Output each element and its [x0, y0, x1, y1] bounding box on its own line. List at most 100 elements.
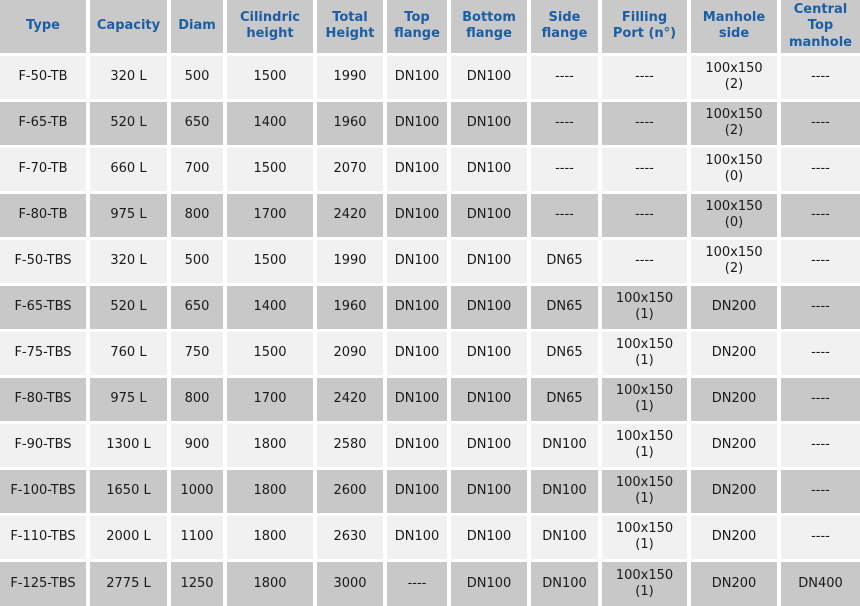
table-cell-manhole-side: DN200: [691, 377, 781, 424]
table-cell-capacity: 760 L: [90, 331, 171, 378]
table-cell-total-height: 2580: [317, 423, 387, 470]
table-cell-bottom-flange: DN100: [451, 331, 531, 378]
table-cell-type: F-65-TB: [0, 101, 90, 148]
table-cell-top-flange: DN100: [387, 423, 451, 470]
table-cell-side-flange: DN65: [531, 331, 602, 378]
table-cell-central-top-manhole: ----: [781, 515, 860, 562]
column-header-manhole-side: Manhole side: [691, 0, 781, 56]
table-cell-side-flange: DN65: [531, 285, 602, 332]
column-header-capacity: Capacity: [90, 0, 171, 56]
table-row: F-75-TBS 760 L 750 1500 2090 DN100 DN100 DN65 10…: [0, 331, 860, 378]
table-cell-bottom-flange: DN100: [451, 193, 531, 240]
table-cell-filling-port: 100x150 (1): [602, 469, 691, 516]
table-cell-manhole-side: 100x150 (2): [691, 239, 781, 286]
table-cell-total-height: 1960: [317, 101, 387, 148]
table-cell-manhole-side: DN200: [691, 285, 781, 332]
table-cell-type: F-125-TBS: [0, 561, 90, 606]
table-cell-type: F-80-TB: [0, 193, 90, 240]
table-cell-side-flange: DN100: [531, 561, 602, 606]
table-cell-side-flange: DN100: [531, 423, 602, 470]
column-header-central-top-manhole: Central Top manhole: [781, 0, 860, 56]
table-cell-type: F-80-TBS: [0, 377, 90, 424]
table-cell-cilindric-height: 1800: [227, 515, 317, 562]
table-cell-manhole-side: DN200: [691, 331, 781, 378]
table-cell-side-flange: ----: [531, 193, 602, 240]
table-cell-capacity: 975 L: [90, 377, 171, 424]
table-cell-manhole-side: DN200: [691, 561, 781, 606]
table-cell-central-top-manhole: ----: [781, 423, 860, 470]
table-cell-manhole-side: 100x150 (0): [691, 147, 781, 194]
table-row: F-110-TBS 2000 L 1100 1800 2630 DN100 DN100 DN1…: [0, 515, 860, 562]
table-cell-diam: 500: [171, 239, 227, 286]
column-header-bottom-flange: Bottom flange: [451, 0, 531, 56]
table-cell-total-height: 2420: [317, 193, 387, 240]
table-cell-type: F-65-TBS: [0, 285, 90, 332]
table-cell-cilindric-height: 1800: [227, 423, 317, 470]
table-cell-total-height: 2070: [317, 147, 387, 194]
table-cell-central-top-manhole: ----: [781, 331, 860, 378]
table-row: F-90-TBS 1300 L 900 1800 2580 DN100 DN100 DN100…: [0, 423, 860, 470]
table-cell-manhole-side: 100x150 (2): [691, 55, 781, 102]
table-cell-total-height: 2630: [317, 515, 387, 562]
table-row: F-70-TB 660 L 700 1500 2070 DN100 DN100 ---- ---…: [0, 147, 860, 194]
table-cell-filling-port: 100x150 (1): [602, 331, 691, 378]
table-cell-capacity: 975 L: [90, 193, 171, 240]
table-cell-top-flange: DN100: [387, 469, 451, 516]
table-cell-bottom-flange: DN100: [451, 285, 531, 332]
table-cell-manhole-side: DN200: [691, 469, 781, 516]
table-cell-diam: 500: [171, 55, 227, 102]
table-cell-central-top-manhole: ----: [781, 377, 860, 424]
table-cell-diam: 800: [171, 377, 227, 424]
table-cell-capacity: 660 L: [90, 147, 171, 194]
table-cell-filling-port: ----: [602, 55, 691, 102]
table-cell-total-height: 1990: [317, 239, 387, 286]
table-cell-top-flange: ----: [387, 561, 451, 606]
table-cell-type: F-110-TBS: [0, 515, 90, 562]
table-cell-top-flange: DN100: [387, 147, 451, 194]
table-cell-manhole-side: DN200: [691, 423, 781, 470]
table-cell-central-top-manhole: ----: [781, 285, 860, 332]
table-cell-side-flange: ----: [531, 55, 602, 102]
table-cell-capacity: 2000 L: [90, 515, 171, 562]
table-cell-filling-port: 100x150 (1): [602, 561, 691, 606]
table-cell-type: F-100-TBS: [0, 469, 90, 516]
table-cell-capacity: 320 L: [90, 239, 171, 286]
table-row: F-125-TBS 2775 L 1250 1800 3000 ---- DN100 DN10…: [0, 561, 860, 606]
column-header-total-height: Total Height: [317, 0, 387, 56]
table-cell-top-flange: DN100: [387, 55, 451, 102]
table-cell-cilindric-height: 1500: [227, 331, 317, 378]
table-cell-total-height: 3000: [317, 561, 387, 606]
column-header-side-flange: Side flange: [531, 0, 602, 56]
table-cell-capacity: 2775 L: [90, 561, 171, 606]
table-cell-manhole-side: DN200: [691, 515, 781, 562]
table-cell-top-flange: DN100: [387, 377, 451, 424]
table-cell-central-top-manhole: ----: [781, 101, 860, 148]
table-cell-type: F-75-TBS: [0, 331, 90, 378]
column-header-filling-port: Filling Port (n°): [602, 0, 691, 56]
table-cell-central-top-manhole: ----: [781, 469, 860, 516]
column-header-type: Type: [0, 0, 90, 56]
table-cell-total-height: 2420: [317, 377, 387, 424]
column-header-cilindric-height: Cilindric height: [227, 0, 317, 56]
table-cell-central-top-manhole: ----: [781, 147, 860, 194]
table-cell-diam: 700: [171, 147, 227, 194]
table-cell-cilindric-height: 1400: [227, 101, 317, 148]
table-row: F-80-TB 975 L 800 1700 2420 DN100 DN100 ---- ---…: [0, 193, 860, 240]
table-cell-diam: 750: [171, 331, 227, 378]
table-cell-capacity: 1650 L: [90, 469, 171, 516]
table-row: F-50-TB 320 L 500 1500 1990 DN100 DN100 ---- ---…: [0, 55, 860, 102]
table-cell-filling-port: 100x150 (1): [602, 377, 691, 424]
table-cell-central-top-manhole: DN400: [781, 561, 860, 606]
table-cell-side-flange: DN65: [531, 239, 602, 286]
table-cell-cilindric-height: 1400: [227, 285, 317, 332]
table-cell-cilindric-height: 1700: [227, 377, 317, 424]
table-cell-capacity: 320 L: [90, 55, 171, 102]
table-cell-total-height: 1960: [317, 285, 387, 332]
table-cell-filling-port: ----: [602, 101, 691, 148]
table-cell-type: F-70-TB: [0, 147, 90, 194]
table-cell-filling-port: 100x150 (1): [602, 515, 691, 562]
table-cell-type: F-50-TBS: [0, 239, 90, 286]
table-cell-diam: 1100: [171, 515, 227, 562]
table-cell-top-flange: DN100: [387, 515, 451, 562]
